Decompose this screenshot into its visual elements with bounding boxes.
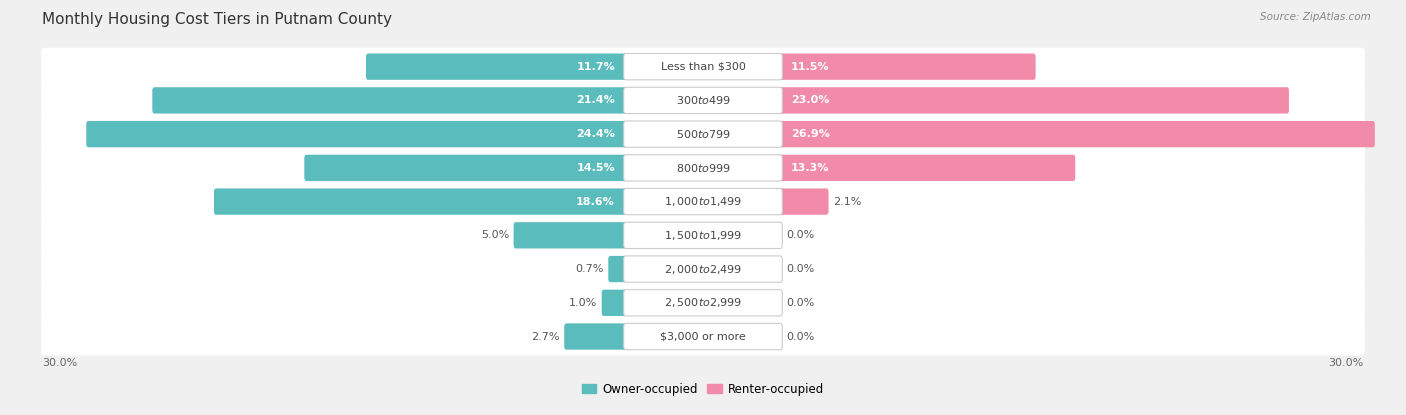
FancyBboxPatch shape xyxy=(513,222,628,249)
Text: 24.4%: 24.4% xyxy=(576,129,614,139)
Text: 1.0%: 1.0% xyxy=(569,298,598,308)
FancyBboxPatch shape xyxy=(778,188,828,215)
FancyBboxPatch shape xyxy=(778,155,1076,181)
Text: Monthly Housing Cost Tiers in Putnam County: Monthly Housing Cost Tiers in Putnam Cou… xyxy=(42,12,392,27)
Text: 0.7%: 0.7% xyxy=(575,264,605,274)
Text: 0.0%: 0.0% xyxy=(787,230,815,240)
Text: $2,000 to $2,499: $2,000 to $2,499 xyxy=(664,263,742,276)
FancyBboxPatch shape xyxy=(41,81,1365,119)
FancyBboxPatch shape xyxy=(41,48,1365,85)
Text: Less than $300: Less than $300 xyxy=(661,62,745,72)
FancyBboxPatch shape xyxy=(41,317,1365,355)
Text: 30.0%: 30.0% xyxy=(42,358,77,368)
Text: Source: ZipAtlas.com: Source: ZipAtlas.com xyxy=(1260,12,1371,22)
FancyBboxPatch shape xyxy=(778,87,1289,114)
FancyBboxPatch shape xyxy=(624,323,782,350)
FancyBboxPatch shape xyxy=(624,256,782,282)
FancyBboxPatch shape xyxy=(624,87,782,114)
FancyBboxPatch shape xyxy=(624,155,782,181)
Text: 30.0%: 30.0% xyxy=(1329,358,1364,368)
Text: 0.0%: 0.0% xyxy=(787,298,815,308)
Text: $1,500 to $1,999: $1,500 to $1,999 xyxy=(664,229,742,242)
FancyBboxPatch shape xyxy=(214,188,628,215)
Legend: Owner-occupied, Renter-occupied: Owner-occupied, Renter-occupied xyxy=(578,378,828,400)
Text: 26.9%: 26.9% xyxy=(792,129,830,139)
FancyBboxPatch shape xyxy=(41,149,1365,187)
Text: 13.3%: 13.3% xyxy=(792,163,830,173)
Text: $800 to $999: $800 to $999 xyxy=(675,162,731,174)
Text: 11.7%: 11.7% xyxy=(576,62,614,72)
FancyBboxPatch shape xyxy=(624,188,782,215)
FancyBboxPatch shape xyxy=(778,121,1375,147)
Text: 0.0%: 0.0% xyxy=(787,264,815,274)
FancyBboxPatch shape xyxy=(564,323,628,350)
FancyBboxPatch shape xyxy=(609,256,628,282)
FancyBboxPatch shape xyxy=(624,222,782,249)
Text: 14.5%: 14.5% xyxy=(576,163,614,173)
Text: $500 to $799: $500 to $799 xyxy=(675,128,731,140)
Text: 11.5%: 11.5% xyxy=(792,62,830,72)
FancyBboxPatch shape xyxy=(304,155,628,181)
FancyBboxPatch shape xyxy=(41,284,1365,322)
FancyBboxPatch shape xyxy=(41,250,1365,288)
Text: 5.0%: 5.0% xyxy=(481,230,509,240)
FancyBboxPatch shape xyxy=(41,183,1365,220)
Text: $2,500 to $2,999: $2,500 to $2,999 xyxy=(664,296,742,309)
FancyBboxPatch shape xyxy=(41,115,1365,153)
FancyBboxPatch shape xyxy=(152,87,628,114)
FancyBboxPatch shape xyxy=(778,54,1036,80)
Text: 18.6%: 18.6% xyxy=(576,197,614,207)
Text: 21.4%: 21.4% xyxy=(576,95,614,105)
Text: $300 to $499: $300 to $499 xyxy=(675,94,731,106)
FancyBboxPatch shape xyxy=(624,290,782,316)
Text: 2.1%: 2.1% xyxy=(832,197,862,207)
FancyBboxPatch shape xyxy=(366,54,628,80)
FancyBboxPatch shape xyxy=(624,54,782,80)
Text: 2.7%: 2.7% xyxy=(531,332,560,342)
FancyBboxPatch shape xyxy=(602,290,628,316)
Text: $3,000 or more: $3,000 or more xyxy=(661,332,745,342)
FancyBboxPatch shape xyxy=(624,121,782,147)
FancyBboxPatch shape xyxy=(41,217,1365,254)
FancyBboxPatch shape xyxy=(86,121,628,147)
Text: $1,000 to $1,499: $1,000 to $1,499 xyxy=(664,195,742,208)
Text: 23.0%: 23.0% xyxy=(792,95,830,105)
Text: 0.0%: 0.0% xyxy=(787,332,815,342)
